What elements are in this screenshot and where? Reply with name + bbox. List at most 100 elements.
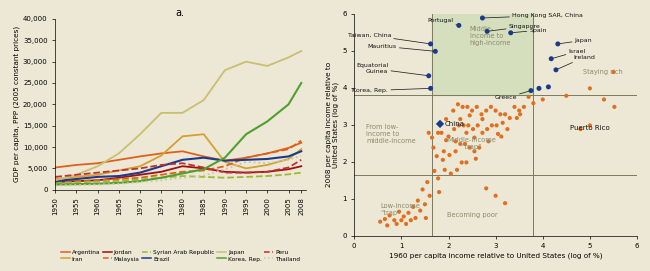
Point xyxy=(450,139,461,144)
Text: Middle-income
“trap”: Middle-income “trap” xyxy=(448,137,497,150)
Text: Mauritius: Mauritius xyxy=(367,44,434,51)
Point xyxy=(497,121,508,125)
Point xyxy=(446,171,456,176)
Point xyxy=(561,93,571,98)
Point xyxy=(452,168,462,172)
Text: Israel: Israel xyxy=(552,49,586,58)
Point xyxy=(403,211,413,215)
Point xyxy=(448,108,458,113)
Text: Low-income
“trap”: Low-income “trap” xyxy=(380,203,420,216)
Point xyxy=(420,202,430,207)
Point xyxy=(441,138,451,142)
Text: Middle-
Income to
high-income: Middle- Income to high-income xyxy=(470,26,511,46)
Point xyxy=(454,23,464,28)
Point xyxy=(474,146,484,150)
Text: Korea, Rep.: Korea, Rep. xyxy=(352,88,429,93)
Point xyxy=(413,198,423,203)
Point xyxy=(481,186,491,191)
Point xyxy=(375,220,385,224)
Point xyxy=(443,134,454,139)
Point xyxy=(468,127,478,131)
Point xyxy=(465,146,475,150)
Point xyxy=(455,117,465,121)
Point xyxy=(460,142,470,146)
Point xyxy=(455,142,465,146)
Point xyxy=(441,117,451,121)
Point xyxy=(495,112,506,117)
Point xyxy=(380,217,390,221)
Point xyxy=(382,223,393,228)
Point xyxy=(394,209,404,214)
Point xyxy=(512,116,522,120)
Point xyxy=(486,105,496,109)
Text: Portugal: Portugal xyxy=(427,18,458,25)
Point xyxy=(450,149,461,153)
Point xyxy=(504,116,515,120)
Point xyxy=(439,149,449,153)
Point xyxy=(436,131,447,135)
Text: Singapore: Singapore xyxy=(489,24,541,31)
Point xyxy=(500,112,510,117)
Point xyxy=(469,136,480,140)
Point xyxy=(410,216,421,220)
Text: Taiwan, China: Taiwan, China xyxy=(348,33,429,44)
Text: Spain: Spain xyxy=(512,28,547,33)
Point xyxy=(439,168,450,172)
Point xyxy=(417,187,428,192)
Point xyxy=(425,42,436,46)
Point xyxy=(424,131,434,135)
Legend: Argentina, Iran, Jordan, Malaysia, Syrian Arab Republic, Brazil, Japan, Korea, R: Argentina, Iran, Jordan, Malaysia, Syria… xyxy=(58,247,302,264)
Point xyxy=(415,208,426,213)
Point xyxy=(434,190,445,194)
Point xyxy=(534,86,544,91)
Point xyxy=(465,113,475,118)
Point xyxy=(538,97,548,102)
Point xyxy=(519,105,529,109)
Point xyxy=(452,102,463,107)
Text: Ireland: Ireland xyxy=(557,55,595,69)
Point xyxy=(433,131,443,135)
Point xyxy=(398,214,409,219)
Point xyxy=(473,123,483,128)
Point xyxy=(469,149,480,153)
Point xyxy=(477,131,488,135)
Title: a.: a. xyxy=(176,8,185,18)
Y-axis label: 2008 per capita income relative to
United States (log of %): 2008 per capita income relative to Unite… xyxy=(326,62,339,187)
Text: Equatorial
Guinea: Equatorial Guinea xyxy=(356,63,427,76)
Point xyxy=(421,216,431,220)
Point xyxy=(424,193,435,198)
Point xyxy=(437,158,448,162)
Point xyxy=(391,222,402,226)
Text: From low-
income to
middle-income: From low- income to middle-income xyxy=(366,124,416,144)
Point xyxy=(384,213,395,218)
Point xyxy=(427,136,437,140)
Y-axis label: GDP per capita, PPP (2005 constant prices): GDP per capita, PPP (2005 constant price… xyxy=(14,26,20,182)
Point xyxy=(575,127,586,131)
Point xyxy=(471,157,481,161)
Point xyxy=(435,122,445,126)
Point xyxy=(476,112,487,117)
Point xyxy=(449,127,460,131)
Point xyxy=(424,74,434,78)
Point xyxy=(608,70,619,74)
Point xyxy=(389,218,400,222)
Point xyxy=(585,123,595,128)
Point xyxy=(500,201,510,205)
Point xyxy=(490,193,501,198)
Text: China: China xyxy=(445,121,465,127)
Point xyxy=(526,88,536,93)
Point xyxy=(551,68,561,72)
Point xyxy=(432,154,442,158)
X-axis label: 1960 per capita income relative to United States (log of %): 1960 per capita income relative to Unite… xyxy=(389,252,603,259)
Point xyxy=(599,97,609,102)
Point xyxy=(493,132,503,136)
Point xyxy=(477,117,488,121)
Point xyxy=(462,160,472,164)
Point xyxy=(428,146,439,150)
Point xyxy=(406,218,416,222)
Point xyxy=(462,131,472,135)
Point xyxy=(454,123,464,128)
Point xyxy=(491,123,502,128)
Point xyxy=(444,153,454,157)
Text: Greece: Greece xyxy=(495,91,530,101)
